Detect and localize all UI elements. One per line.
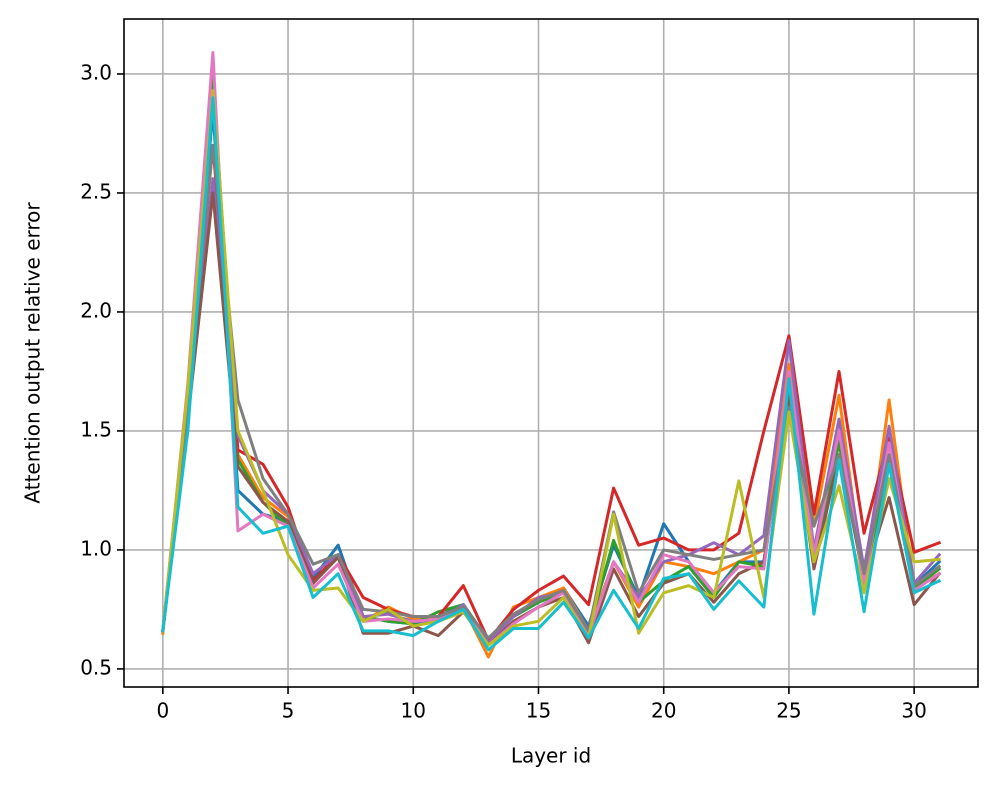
series-line — [161, 84, 942, 659]
y-tick-label: 3.0 — [80, 60, 112, 84]
x-tick-label: 20 — [651, 699, 676, 723]
y-tick-label: 2.5 — [80, 179, 112, 203]
plot-frame — [123, 18, 979, 688]
series-line — [161, 177, 942, 645]
x-tick-label: 5 — [282, 699, 295, 723]
series-line — [161, 191, 942, 647]
series-line — [161, 89, 941, 647]
lines — [161, 51, 942, 659]
series-line — [161, 143, 942, 640]
x-tick-label: 10 — [401, 699, 426, 723]
y-tick-label: 0.5 — [80, 655, 112, 679]
x-tick-label: 30 — [901, 699, 926, 723]
x-tick-label: 15 — [526, 699, 551, 723]
x-tick-label: 0 — [156, 699, 169, 723]
y-tick-label: 1.5 — [80, 417, 112, 441]
y-axis-label: Attention output relative error — [21, 202, 45, 504]
grid — [124, 19, 978, 687]
x-tick-label: 25 — [776, 699, 801, 723]
x-axis-label: Layer id — [511, 744, 591, 768]
y-tick-label: 2.0 — [80, 298, 112, 322]
series-line — [161, 96, 942, 652]
y-tick-label: 1.0 — [80, 536, 112, 560]
